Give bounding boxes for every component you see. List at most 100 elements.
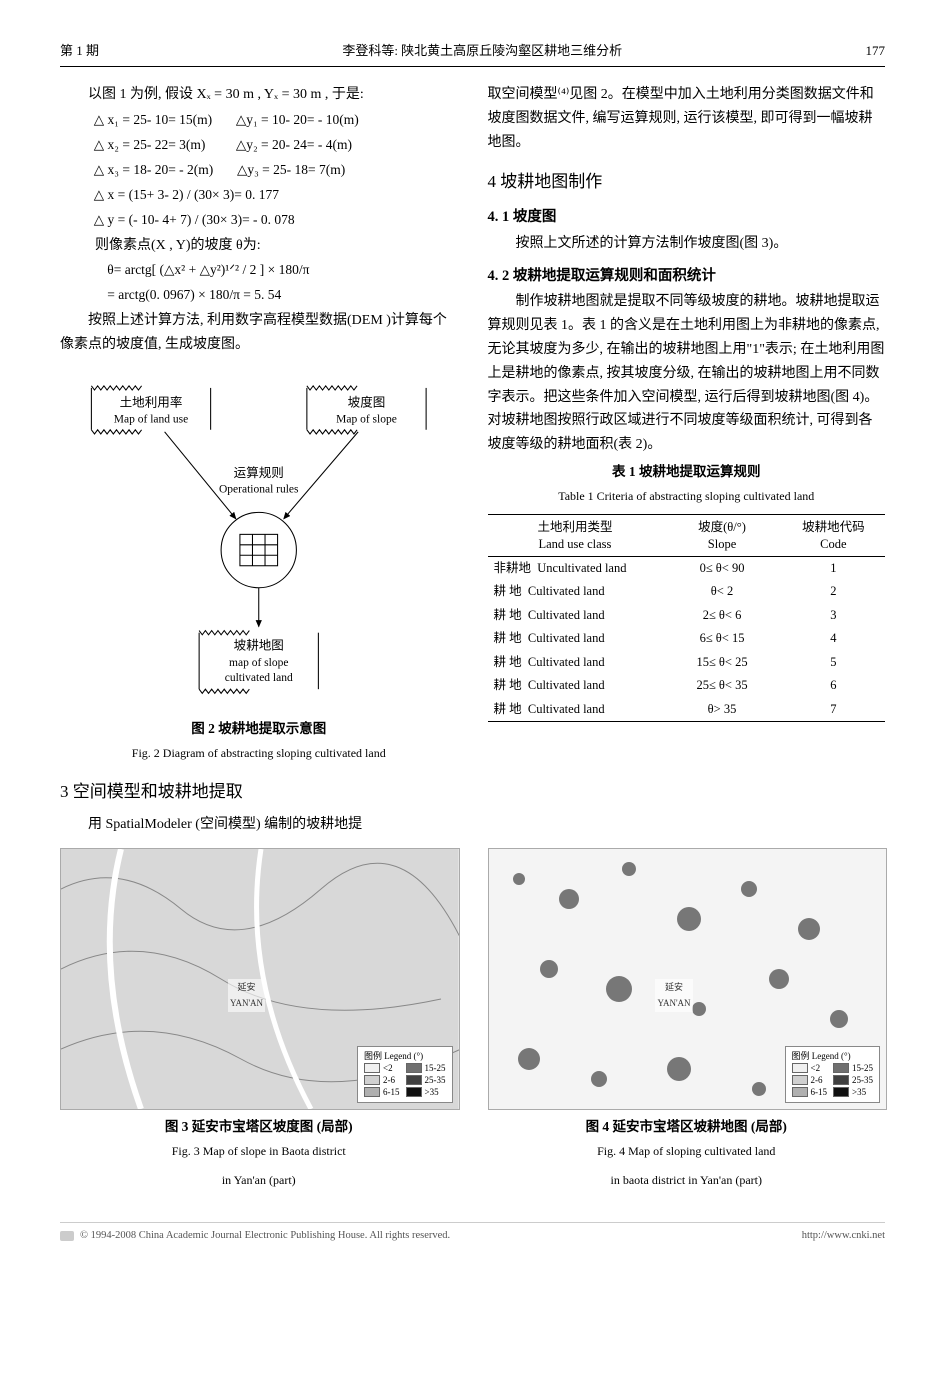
table-caption-cn: 表 1 坡耕地提取运算规则 xyxy=(488,461,886,484)
map-city-label: 延安YAN'AN xyxy=(228,979,265,1012)
cell-landuse: 耕 地 Cultivated land xyxy=(488,580,663,604)
cell-landuse: 耕 地 Cultivated land xyxy=(488,651,663,675)
cell-landuse: 耕 地 Cultivated land xyxy=(488,674,663,698)
running-header: 第 1 期 李登科等: 陕北黄土高原丘陵沟壑区耕地三维分析 177 xyxy=(60,40,885,67)
section-heading: 4 坡耕地图制作 xyxy=(488,168,886,197)
paragraph: 制作坡耕地图就是提取不同等级坡度的耕地。坡耕地提取运算规则见表 1。表 1 的含… xyxy=(488,290,886,457)
legend-title: 图例 Legend (°) xyxy=(792,1051,874,1062)
figure-caption-en: Fig. 4 Map of sloping cultivated land xyxy=(488,1141,886,1161)
cell-slope: θ< 2 xyxy=(662,580,781,604)
running-title: 李登科等: 陕北黄土高原丘陵沟壑区耕地三维分析 xyxy=(342,40,622,62)
figure-3-block: 延安YAN'AN 图例 Legend (°) <22-66-1515-2525-… xyxy=(60,848,458,1198)
map-legend: 图例 Legend (°) <22-66-1515-2525-35>35 xyxy=(357,1046,453,1103)
formula-line: θ= arctg[ (△x² + △y²)¹ᐟ² / 2 ] × 180/π xyxy=(107,259,457,282)
table-row: 耕 地 Cultivated land25≤ θ< 356 xyxy=(488,674,886,698)
svg-text:cultivated land: cultivated land xyxy=(225,672,293,684)
paragraph: 则像素点(X , Y)的坡度 θ为: xyxy=(95,234,458,258)
paragraph: 按照上述计算方法, 利用数字高程模型数据(DEM )计算每个像素点的坡度值, 生… xyxy=(60,309,458,357)
formula-line: △ x = (15+ 3- 2) / (30× 3)= 0. 177 xyxy=(94,184,458,207)
table-row: 耕 地 Cultivated land15≤ θ< 255 xyxy=(488,651,886,675)
cell-landuse: 非耕地 Uncultivated land xyxy=(488,556,663,580)
paragraph: 用 SpatialModeler (空间模型) 编制的坡耕地提 xyxy=(60,813,458,837)
cell-code: 1 xyxy=(782,556,885,580)
legend-item: 25-35 xyxy=(833,1075,873,1086)
figure-caption-en: in baota district in Yan'an (part) xyxy=(488,1170,886,1190)
map-city-label: 延安YAN'AN xyxy=(655,979,692,1012)
legend-item: 2-6 xyxy=(364,1075,400,1086)
footer-icon xyxy=(60,1231,74,1241)
legend-item: 25-35 xyxy=(406,1075,446,1086)
page-number: 177 xyxy=(865,40,885,62)
legend-item: <2 xyxy=(792,1063,828,1074)
cell-slope: 15≤ θ< 25 xyxy=(662,651,781,675)
legend-title: 图例 Legend (°) xyxy=(364,1051,446,1062)
formula-text: △ x₁ = 25- 10= 15(m) xyxy=(94,112,212,127)
table-row: 耕 地 Cultivated landθ> 357 xyxy=(488,698,886,722)
cell-landuse: 耕 地 Cultivated land xyxy=(488,604,663,628)
cell-code: 7 xyxy=(782,698,885,722)
diagram-label: 运算规则 xyxy=(234,465,284,480)
formula-line: △ y = (- 10- 4+ 7) / (30× 3)= - 0. 078 xyxy=(94,209,458,232)
legend-item: >35 xyxy=(406,1087,446,1098)
th-label-cn: 坡度(θ/°) xyxy=(698,520,746,534)
table-row: 耕 地 Cultivated land6≤ θ< 154 xyxy=(488,627,886,651)
figure-caption-en: in Yan'an (part) xyxy=(60,1170,458,1190)
diagram-label: 土地利用率 xyxy=(120,395,183,410)
formula-text: △y₃ = 25- 18= 7(m) xyxy=(237,162,345,177)
legend-item: 6-15 xyxy=(792,1087,828,1098)
cell-code: 3 xyxy=(782,604,885,628)
th-label-cn: 土地利用类型 xyxy=(537,520,612,534)
figure-caption-cn: 图 3 延安市宝塔区坡度图 (局部) xyxy=(60,1116,458,1139)
th-label-en: Slope xyxy=(708,537,736,551)
formula-text: △y₁ = 10- 20= - 10(m) xyxy=(236,112,359,127)
formula-line: = arctg(0. 0967) × 180/π = 5. 54 xyxy=(107,284,457,307)
paragraph: 按照上文所述的计算方法制作坡度图(图 3)。 xyxy=(488,232,886,256)
section-heading: 3 空间模型和坡耕地提取 xyxy=(60,778,458,807)
paragraph: 取空间模型⁽⁴⁾见图 2。在模型中加入土地利用分类图数据文件和坡度图数据文件, … xyxy=(488,83,886,154)
formula-text: △y₂ = 20- 24= - 4(m) xyxy=(236,137,352,152)
left-column: 以图 1 为例, 假设 Xₓ = 30 m , Yₓ = 30 m , 于是: … xyxy=(60,83,458,838)
map-slope-image: 延安YAN'AN 图例 Legend (°) <22-66-1515-2525-… xyxy=(60,848,460,1110)
table-row: 耕 地 Cultivated land2≤ θ< 63 xyxy=(488,604,886,628)
footer-url: http://www.cnki.net xyxy=(802,1227,885,1245)
map-cultivated-image: 延安YAN'AN 图例 Legend (°) <22-66-15 15-2525-… xyxy=(488,848,888,1110)
formula-text: △ x₂ = 25- 22= 3(m) xyxy=(94,137,206,152)
cell-slope: 2≤ θ< 6 xyxy=(662,604,781,628)
issue-number: 第 1 期 xyxy=(60,40,99,62)
subsection-heading: 4. 2 坡耕地提取运算规则和面积统计 xyxy=(488,264,886,289)
cell-slope: θ> 35 xyxy=(662,698,781,722)
page-footer: © 1994-2008 China Academic Journal Elect… xyxy=(60,1222,885,1245)
diagram-label: 坡度图 xyxy=(348,395,386,410)
diagram-label: Map of slope xyxy=(336,413,397,425)
copyright-text: © 1994-2008 China Academic Journal Elect… xyxy=(80,1227,450,1245)
cell-landuse: 耕 地 Cultivated land xyxy=(488,698,663,722)
legend-item: >35 xyxy=(833,1087,873,1098)
table-1: 土地利用类型 Land use class 坡度(θ/°) Slope 坡耕地代… xyxy=(488,514,886,722)
legend-item: 6-15 xyxy=(364,1087,400,1098)
formula-text: △ x₃ = 18- 20= - 2(m) xyxy=(94,162,214,177)
table-row: 耕 地 Cultivated landθ< 22 xyxy=(488,580,886,604)
legend-item: 15-25 xyxy=(833,1063,873,1074)
figure-caption-en: Fig. 3 Map of slope in Baota district xyxy=(60,1141,458,1161)
cell-code: 4 xyxy=(782,627,885,651)
table-caption-en: Table 1 Criteria of abstracting sloping … xyxy=(488,486,886,506)
cell-code: 5 xyxy=(782,651,885,675)
legend-item: 2-6 xyxy=(792,1075,828,1086)
th-label-en: Code xyxy=(820,537,846,551)
formula-line: △ x₃ = 18- 20= - 2(m) △y₃ = 25- 18= 7(m) xyxy=(94,159,458,182)
cell-code: 6 xyxy=(782,674,885,698)
formula-line: △ x₂ = 25- 22= 3(m) △y₂ = 20- 24= - 4(m) xyxy=(94,134,458,157)
th-label-en: Land use class xyxy=(538,537,611,551)
cell-landuse: 耕 地 Cultivated land xyxy=(488,627,663,651)
figure-4-block: 延安YAN'AN 图例 Legend (°) <22-66-15 15-2525-… xyxy=(488,848,886,1198)
diagram-label: Operational rules xyxy=(219,483,299,495)
table-row: 非耕地 Uncultivated land0≤ θ< 901 xyxy=(488,556,886,580)
svg-text:map of slope: map of slope xyxy=(229,657,288,669)
figure-caption-cn: 图 2 坡耕地提取示意图 xyxy=(60,718,458,741)
th-label-cn: 坡耕地代码 xyxy=(802,520,865,534)
cell-code: 2 xyxy=(782,580,885,604)
right-column: 取空间模型⁽⁴⁾见图 2。在模型中加入土地利用分类图数据文件和坡度图数据文件, … xyxy=(488,83,886,838)
cell-slope: 6≤ θ< 15 xyxy=(662,627,781,651)
diagram-label: 坡耕地图 xyxy=(234,637,284,652)
figure-caption-cn: 图 4 延安市宝塔区坡耕地图 (局部) xyxy=(488,1116,886,1139)
